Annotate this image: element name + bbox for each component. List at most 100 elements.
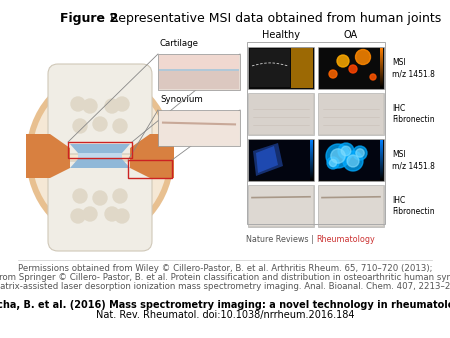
Bar <box>380 70 383 71</box>
Bar <box>380 174 383 175</box>
Text: Permissions obtained from Wiley © Cillero-Pastor, B. et al. Arthritis Rheum. 65,: Permissions obtained from Wiley © Ciller… <box>18 264 432 273</box>
Bar <box>291 48 313 88</box>
Bar <box>380 143 383 144</box>
Bar <box>310 176 313 177</box>
Bar <box>310 152 313 153</box>
Bar <box>310 166 313 167</box>
Bar <box>249 140 313 180</box>
Bar <box>318 139 384 181</box>
Bar <box>380 86 383 87</box>
Bar <box>310 168 313 169</box>
Bar <box>380 52 383 53</box>
Text: Healthy: Healthy <box>262 30 300 40</box>
Bar <box>380 153 383 154</box>
Text: and from Springer © Cillero- Pastor, B. et al. Protein classification and distri: and from Springer © Cillero- Pastor, B. … <box>0 273 450 282</box>
Circle shape <box>115 97 129 111</box>
Bar <box>380 51 383 52</box>
Bar <box>159 69 239 71</box>
Bar <box>380 65 383 66</box>
Bar <box>380 146 383 147</box>
Text: Rocha, B. et al. (2016) Mass spectrometry imaging: a novel technology in rheumat: Rocha, B. et al. (2016) Mass spectrometr… <box>0 300 450 310</box>
Bar <box>310 161 313 162</box>
Text: Figure 2 Representative MSI data obtained from human joints: Figure 2 Representative MSI data obtaine… <box>0 337 1 338</box>
Bar <box>380 49 383 50</box>
Bar <box>380 160 383 161</box>
Bar <box>310 142 313 143</box>
Bar <box>380 159 383 160</box>
Bar <box>310 174 313 175</box>
Bar <box>380 172 383 173</box>
Ellipse shape <box>32 78 168 234</box>
Bar <box>310 141 313 142</box>
Bar <box>380 150 383 151</box>
Circle shape <box>329 70 337 78</box>
Bar <box>380 60 383 61</box>
Bar <box>380 81 383 82</box>
Text: Representative MSI data obtained from human joints: Representative MSI data obtained from hu… <box>106 12 441 25</box>
Circle shape <box>343 151 363 171</box>
Bar <box>380 85 383 86</box>
Bar <box>310 147 313 148</box>
Text: tissue by matrix-assisted laser desorption ionization mass spectrometry imaging.: tissue by matrix-assisted laser desorpti… <box>0 282 450 291</box>
Bar <box>380 56 383 57</box>
Bar <box>380 72 383 73</box>
Bar <box>310 170 313 171</box>
Polygon shape <box>70 144 130 153</box>
Bar <box>248 139 314 181</box>
Bar <box>380 165 383 166</box>
Bar <box>310 175 313 176</box>
Bar <box>248 93 314 135</box>
Bar <box>310 153 313 154</box>
Bar <box>319 140 383 180</box>
Bar <box>159 70 239 89</box>
Circle shape <box>326 144 350 168</box>
Bar <box>380 155 383 156</box>
Ellipse shape <box>26 72 174 240</box>
Bar <box>310 140 313 141</box>
Bar <box>380 87 383 88</box>
Bar <box>310 149 313 150</box>
Bar <box>380 177 383 178</box>
Bar <box>380 169 383 170</box>
Bar <box>158 110 240 146</box>
Bar <box>380 173 383 174</box>
Bar <box>319 186 383 226</box>
Text: Nat. Rev. Rheumatol. doi:10.1038/nrrheum.2016.184: Nat. Rev. Rheumatol. doi:10.1038/nrrheum… <box>96 310 354 320</box>
Bar <box>380 156 383 157</box>
Circle shape <box>356 149 364 157</box>
Circle shape <box>341 146 351 156</box>
Bar <box>310 143 313 144</box>
Bar <box>310 159 313 160</box>
Bar <box>380 145 383 146</box>
Bar <box>310 144 313 145</box>
Bar <box>380 163 383 164</box>
Bar <box>310 164 313 165</box>
Bar <box>380 154 383 155</box>
Bar <box>310 148 313 149</box>
Bar <box>380 167 383 168</box>
Bar <box>380 57 383 58</box>
Circle shape <box>83 99 97 113</box>
Polygon shape <box>256 146 278 173</box>
Circle shape <box>105 99 119 113</box>
Bar <box>380 53 383 54</box>
Circle shape <box>73 189 87 203</box>
Bar <box>318 47 384 89</box>
Bar <box>310 177 313 178</box>
Bar <box>380 64 383 65</box>
Bar <box>380 147 383 148</box>
Bar <box>380 74 383 75</box>
Circle shape <box>338 143 354 159</box>
Bar <box>310 158 313 159</box>
Bar <box>310 165 313 166</box>
Bar <box>310 155 313 156</box>
Bar <box>380 178 383 179</box>
FancyBboxPatch shape <box>48 64 152 154</box>
Circle shape <box>349 65 357 73</box>
Bar <box>159 111 239 145</box>
Bar <box>318 185 384 227</box>
Text: MSI
m/z 1451.8: MSI m/z 1451.8 <box>392 150 435 170</box>
Bar <box>310 156 313 157</box>
Bar <box>249 94 313 134</box>
Bar <box>380 79 383 80</box>
